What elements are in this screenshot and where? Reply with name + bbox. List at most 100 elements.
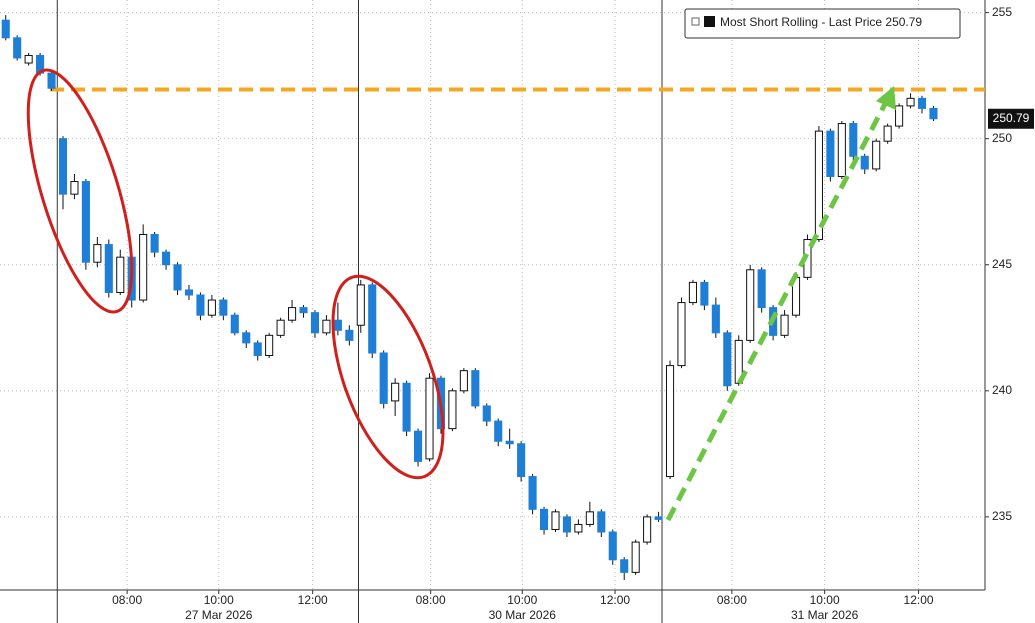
candle-body [13, 37, 22, 59]
candle-body [81, 181, 90, 263]
candle-body [345, 329, 354, 341]
candle-body [230, 314, 239, 334]
candle-body [253, 342, 262, 357]
trend-arrowhead [876, 86, 896, 110]
candle-body [173, 264, 182, 291]
candle-body [219, 299, 228, 316]
candle-body [471, 370, 480, 407]
candle-body [196, 294, 205, 316]
date-label: 27 Mar 2026 [185, 608, 253, 622]
legend: Most Short Rolling - Last Price 250.79 [684, 8, 961, 39]
candle-body [242, 332, 251, 344]
candle-body [310, 312, 320, 334]
highlight-ellipse [26, 68, 134, 314]
date-label: 30 Mar 2026 [489, 608, 557, 622]
candle-body [723, 332, 732, 387]
legend-label: Most Short Rolling - Last Price 250.79 [720, 15, 922, 29]
y-tick-label: 255 [992, 5, 1012, 19]
candle-body [551, 511, 560, 530]
candle-body [814, 130, 823, 241]
candle-body [391, 382, 400, 402]
candle-body [288, 307, 297, 321]
last-price-tag: 250.79 [988, 108, 1034, 129]
candle-body [734, 339, 743, 384]
x-tick-label: 08:00 [416, 593, 446, 607]
candle-body [322, 319, 331, 334]
last-price-label: 250.79 [993, 111, 1030, 125]
candle-body [265, 334, 274, 357]
y-tick-label: 235 [992, 509, 1012, 523]
date-label: 31 Mar 2026 [791, 608, 859, 622]
candle-body [608, 531, 617, 561]
candle-body [425, 377, 434, 460]
trend-arrow [665, 100, 889, 522]
candle-body [826, 130, 835, 177]
candle-body [207, 299, 216, 316]
candle-body [620, 559, 629, 573]
candle-body [368, 284, 377, 354]
candle-body [585, 511, 594, 525]
candle-body [677, 302, 686, 367]
candle-body [1, 19, 10, 39]
candle-body [872, 140, 881, 170]
candle-body [631, 541, 640, 573]
candle-body [482, 405, 491, 422]
candle-body [711, 304, 720, 334]
candle-body [150, 233, 159, 253]
candle-body [746, 269, 755, 341]
candle-body [414, 430, 423, 462]
candle-body [448, 390, 457, 430]
x-tick-label: 12:00 [298, 593, 328, 607]
candle-body [837, 123, 846, 177]
candle-body [139, 233, 148, 301]
legend-box [684, 8, 961, 39]
candle-body [929, 107, 938, 120]
candle-body [860, 155, 869, 170]
x-tick-label: 10:00 [810, 593, 840, 607]
candle-body [459, 370, 468, 392]
last-price-box [988, 108, 1034, 129]
candle-body [356, 284, 365, 326]
candle-body [299, 307, 308, 314]
candle-body [116, 256, 125, 293]
candle-body [917, 97, 927, 109]
candle-body [665, 365, 675, 478]
y-tick-label: 245 [992, 257, 1012, 271]
candle-body [505, 440, 514, 445]
candle-body [643, 516, 652, 543]
x-tick-label: 12:00 [600, 593, 630, 607]
candle-body [895, 105, 904, 127]
candle-body [517, 443, 526, 478]
candle-body [184, 289, 194, 296]
x-tick-label: 10:00 [507, 593, 537, 607]
y-tick-label: 240 [992, 383, 1012, 397]
candle-body [494, 420, 503, 442]
x-tick-label: 08:00 [717, 593, 747, 607]
candle-body [162, 251, 171, 266]
candle-body [58, 138, 68, 195]
candle-body [47, 72, 56, 89]
candle-body [757, 269, 766, 309]
candle-body [654, 516, 663, 520]
candle-body [574, 523, 583, 533]
candle-body [562, 516, 571, 533]
x-tick-label: 10:00 [204, 593, 234, 607]
legend-toggle[interactable] [691, 17, 700, 26]
candle-body [379, 352, 388, 404]
candle-body [24, 54, 33, 64]
candle-body [70, 181, 79, 195]
candle-body [276, 319, 285, 336]
candle-body [700, 281, 709, 306]
candle-body [688, 281, 697, 304]
candle-body [93, 244, 102, 263]
candle-body [883, 125, 892, 142]
candle-body [597, 511, 606, 533]
legend-swatch [704, 16, 715, 27]
candle-body [539, 508, 549, 530]
candle-body [528, 476, 537, 510]
candle-body [402, 382, 411, 432]
candle-body [906, 97, 915, 107]
